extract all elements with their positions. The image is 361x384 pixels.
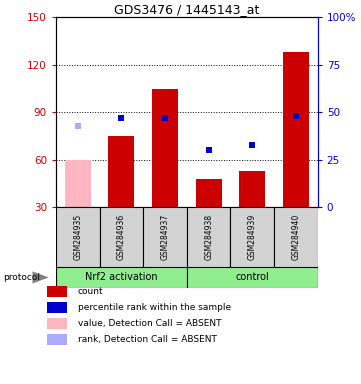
Text: GSM284935: GSM284935 — [73, 214, 82, 260]
Text: GSM284938: GSM284938 — [204, 214, 213, 260]
Bar — [230, 207, 274, 267]
Bar — [152, 89, 178, 207]
Bar — [187, 267, 318, 288]
Text: value, Detection Call = ABSENT: value, Detection Call = ABSENT — [78, 319, 221, 328]
Text: GSM284937: GSM284937 — [161, 214, 170, 260]
Bar — [143, 207, 187, 267]
Title: GDS3476 / 1445143_at: GDS3476 / 1445143_at — [114, 3, 260, 16]
Bar — [239, 171, 265, 207]
Bar — [56, 207, 100, 267]
Text: Nrf2 activation: Nrf2 activation — [85, 272, 158, 283]
Bar — [100, 207, 143, 267]
Polygon shape — [32, 271, 49, 283]
Bar — [187, 207, 230, 267]
Text: GSM284939: GSM284939 — [248, 214, 257, 260]
Bar — [56, 267, 187, 288]
Bar — [283, 52, 309, 207]
Text: count: count — [78, 287, 103, 296]
Bar — [274, 207, 318, 267]
Bar — [196, 179, 222, 207]
Text: GSM284936: GSM284936 — [117, 214, 126, 260]
Bar — [65, 160, 91, 207]
Text: protocol: protocol — [4, 273, 40, 282]
Text: percentile rank within the sample: percentile rank within the sample — [78, 303, 231, 312]
Bar — [108, 136, 135, 207]
Text: control: control — [235, 272, 269, 283]
Text: rank, Detection Call = ABSENT: rank, Detection Call = ABSENT — [78, 335, 217, 344]
Text: GSM284940: GSM284940 — [291, 214, 300, 260]
